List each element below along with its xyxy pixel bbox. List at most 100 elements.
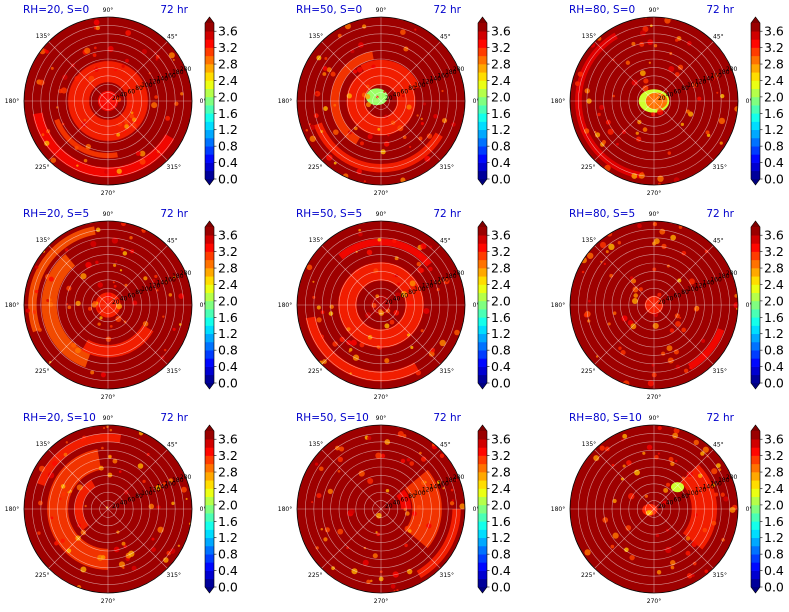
angle-tick-label: 315° [167,572,181,579]
colorbar-tick-label: 2.8 [764,261,784,276]
colorbar-bin [751,333,760,343]
colorbar-bin [478,276,487,285]
field-speckle [47,472,55,479]
colorbar-tick-label: 0.8 [764,343,784,358]
colorbar-bin [751,439,760,448]
radial-tick-label: 200 [726,474,738,481]
colorbar-bin [751,447,760,456]
colorbar-tick-label: 0.4 [764,359,784,374]
field-speckle [324,527,330,533]
field-speckle [76,164,79,167]
colorbar-bin [751,64,760,73]
colorbar-bin [751,137,760,147]
colorbar-bin [205,47,214,57]
grid-spoke [594,245,655,306]
field-speckle [168,293,173,297]
colorbar-bin [751,350,760,359]
field-speckle [305,129,309,132]
colorbar-tick-label: 0.4 [491,359,511,374]
angle-tick-label: 270° [647,190,661,197]
radial-tick-label: 20 [385,95,393,102]
field-speckle [612,498,617,504]
field-speckle [112,458,118,464]
field-speckle [58,88,63,94]
colorbar-bin [478,554,487,563]
radial-tick-label: 40 [393,500,401,507]
angle-tick-label: 225° [308,164,322,171]
panel-title: RH=20, S=0 [23,4,89,16]
colorbar-bin [205,170,214,180]
radial-tick-label: 100 [141,82,153,89]
feature-blob [670,482,685,493]
angle-tick-label: 135° [582,33,596,40]
field-speckle [416,114,419,117]
field-speckle [97,322,101,326]
field-speckle [718,117,726,125]
field-speckle [351,568,358,575]
colorbar-bin [751,529,760,539]
field-speckle [438,279,442,283]
colorbar-tick-label: 1.6 [764,310,784,325]
radial-tick-label: 140 [703,483,715,490]
panel-title: RH=20, S=5 [23,208,89,220]
colorbar-bin [205,513,214,522]
field-speckle [69,489,73,493]
field-speckle [373,268,379,274]
grid-spoke [653,304,714,365]
field-speckle [172,327,176,331]
field-speckle [337,469,341,473]
angle-tick-label: 270° [101,394,115,401]
field-speckle [121,64,125,68]
field-speckle [358,232,363,237]
field-speckle [675,364,681,370]
colorbar-bin [751,121,760,131]
field-speckle [50,66,54,70]
colorbar-tick-label: 2.8 [491,465,511,480]
colorbar-bin [478,39,487,48]
field-speckle [131,123,137,129]
angle-tick-label: 180° [278,302,292,309]
field-speckle [420,243,427,250]
colorbar-bin [478,251,487,261]
angle-tick-label: 45° [440,34,451,41]
field-speckle [367,133,373,140]
field-speckle [685,550,691,556]
colorbar-bin [751,251,760,261]
colorbar: 0.0 0.40.8 1.21.6 2.02.42.8 3.23.6 [204,220,238,391]
grid-spoke [48,41,109,102]
field-speckle [714,492,719,497]
colorbar-tick-label: 3.2 [218,40,238,55]
field-speckle [327,488,333,495]
colorbar: 0.0 0.40.8 1.21.6 2.02.42.8 3.23.6 [477,424,511,595]
radial-tick-label: 80 [135,289,143,296]
colorbar-tick-label: 3.6 [491,432,511,447]
colorbar-bin [205,570,214,580]
radial-tick-label: 140 [157,279,169,286]
field-speckle [146,452,150,456]
field-speckle [679,316,682,319]
field-speckle [143,276,148,281]
field-speckle [367,478,374,485]
field-speckle [162,315,165,318]
colorbar-bin [751,521,760,530]
field-speckle [639,70,646,77]
colorbar-tick-label: 1.2 [764,122,784,137]
colorbar-bin [205,488,214,497]
field-speckle [629,276,634,280]
radial-tick-label: 120 [149,487,161,494]
angle-tick-label: 315° [440,164,454,171]
field-speckle [691,573,695,578]
polar-frame [23,16,193,186]
colorbar: 0.0 0.40.8 1.21.6 2.02.42.8 3.23.6 [750,220,784,391]
field-speckle [168,478,173,483]
field-speckle [689,366,692,370]
colorbar-bin [478,88,487,98]
field-speckle [34,289,39,294]
grid-spoke [321,508,382,569]
colorbar-bin [751,259,760,269]
colorbar-tick-label: 0.8 [218,343,238,358]
field-speckle [719,141,723,145]
radial-tick-label: 120 [149,283,161,290]
